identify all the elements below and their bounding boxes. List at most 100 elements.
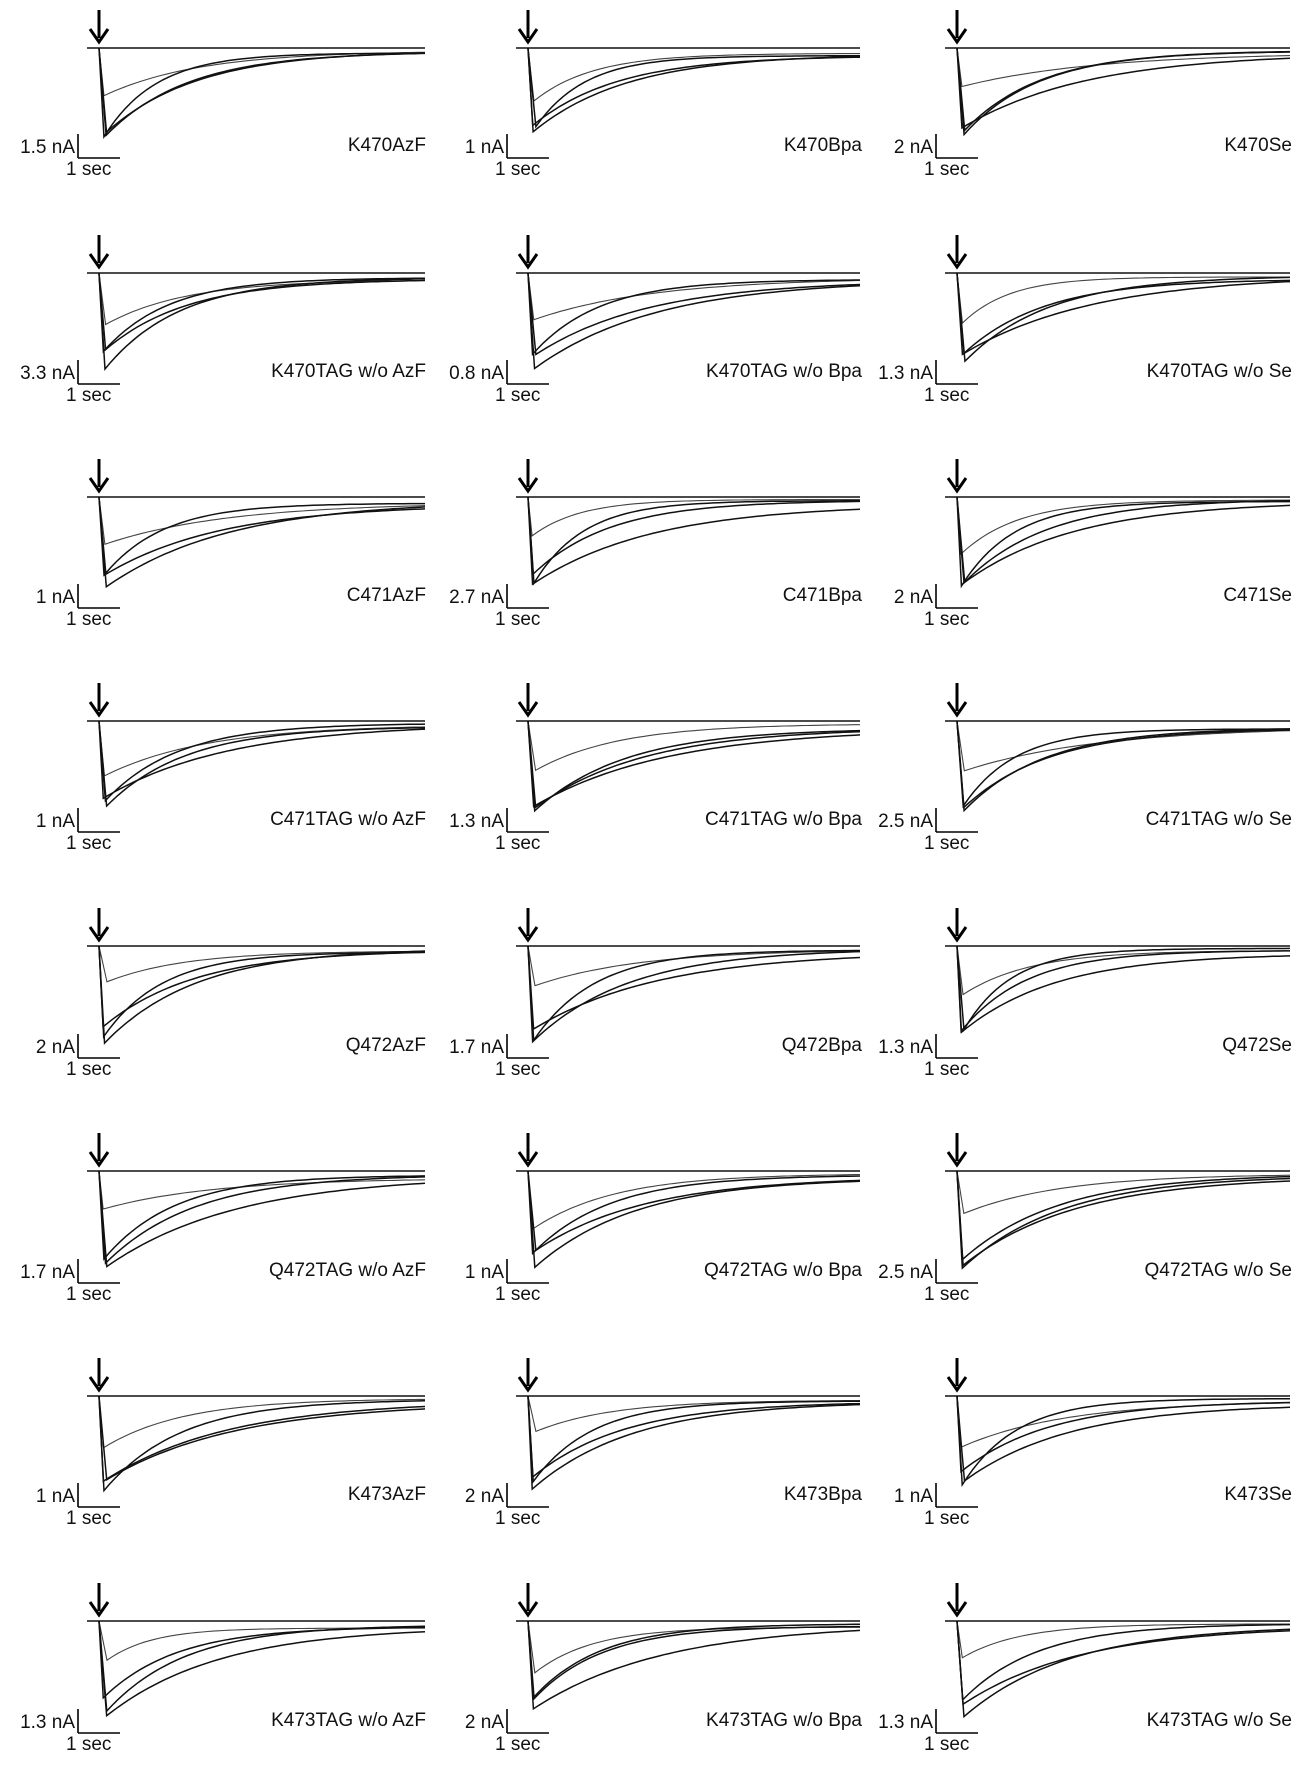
current-trace xyxy=(527,47,860,102)
current-trace xyxy=(956,1395,1291,1483)
scale-bar xyxy=(77,808,120,833)
current-trace xyxy=(98,47,425,140)
current-trace xyxy=(956,1170,1291,1262)
mutant-label: Q472Se xyxy=(1222,1035,1292,1056)
panel-k470se xyxy=(935,10,1291,159)
current-trace xyxy=(98,47,426,134)
scale-bar xyxy=(506,584,549,609)
mutant-label: C471TAG w/o Se xyxy=(1145,809,1292,830)
mutant-label: C471AzF xyxy=(346,585,426,606)
current-trace xyxy=(98,1395,425,1449)
panel-q472azf xyxy=(77,908,426,1059)
application-arrow-icon xyxy=(88,1358,110,1393)
application-arrow-icon xyxy=(88,908,110,943)
mutant-label: Q472AzF xyxy=(345,1035,426,1056)
current-trace xyxy=(98,1170,426,1265)
panel-q472tag-w-o-bpa xyxy=(506,1133,861,1284)
mutant-label: C471TAG w/o Bpa xyxy=(704,809,862,830)
current-trace xyxy=(956,720,1291,809)
mutant-label: K470AzF xyxy=(347,135,426,156)
current-trace xyxy=(956,496,1291,584)
panel-q472bpa xyxy=(506,908,861,1059)
current-scale-label: 1 nA xyxy=(893,1486,933,1507)
current-trace xyxy=(98,720,426,803)
application-arrow-icon xyxy=(517,235,539,270)
panel-k473tag-w-o-se xyxy=(935,1583,1291,1734)
current-trace xyxy=(527,720,861,813)
application-arrow-icon xyxy=(517,1133,539,1168)
scale-bar xyxy=(935,1709,978,1734)
application-arrow-icon xyxy=(946,10,968,45)
current-trace xyxy=(98,272,426,354)
application-arrow-icon xyxy=(946,1133,968,1168)
current-scale-label: 2 nA xyxy=(464,1712,504,1733)
current-trace xyxy=(527,945,861,1044)
time-scale-label: 1 sec xyxy=(66,159,112,180)
time-scale-label: 1 sec xyxy=(924,1734,970,1755)
current-trace xyxy=(956,720,1290,809)
current-trace xyxy=(956,945,1290,1034)
current-scale-label: 2 nA xyxy=(893,587,933,608)
current-scale-label: 2 nA xyxy=(464,1486,504,1507)
current-trace xyxy=(527,945,861,1031)
current-scale-label: 1.3 nA xyxy=(449,811,504,832)
current-trace xyxy=(527,47,860,129)
current-trace xyxy=(98,1620,426,1718)
mutant-label: K470TAG w/o Se xyxy=(1146,361,1292,382)
application-arrow-icon xyxy=(88,459,110,494)
scale-bar xyxy=(506,1259,549,1284)
scale-bar xyxy=(77,360,120,385)
current-scale-label: 2.5 nA xyxy=(878,1262,933,1283)
current-trace xyxy=(956,47,1291,88)
current-trace xyxy=(956,496,1291,585)
current-trace xyxy=(527,272,861,370)
current-trace xyxy=(527,1620,860,1701)
mutant-label: Q472TAG w/o Se xyxy=(1144,1260,1293,1281)
panel-k473tag-w-o-azf xyxy=(77,1583,426,1734)
current-trace xyxy=(956,945,1291,1034)
current-trace xyxy=(527,1170,861,1252)
panel-c471tag-w-o-se xyxy=(935,683,1291,833)
current-trace xyxy=(527,496,860,537)
current-trace xyxy=(527,1395,861,1491)
mutant-label: K470TAG w/o Bpa xyxy=(706,361,862,382)
current-scale-label: 1 nA xyxy=(464,1262,504,1283)
current-trace xyxy=(956,1170,1291,1267)
current-trace xyxy=(98,496,426,577)
mutant-label: Q472TAG w/o AzF xyxy=(269,1260,426,1281)
current-trace xyxy=(98,496,426,589)
mutant-label: K473AzF xyxy=(347,1484,426,1505)
current-trace xyxy=(527,1170,861,1269)
current-scale-label: 1.7 nA xyxy=(20,1262,75,1283)
scale-bar xyxy=(506,134,549,159)
time-scale-label: 1 sec xyxy=(495,1734,541,1755)
application-arrow-icon xyxy=(517,908,539,943)
time-scale-label: 1 sec xyxy=(495,609,541,630)
current-trace xyxy=(98,1395,426,1483)
current-scale-label: 1.7 nA xyxy=(449,1037,504,1058)
current-trace xyxy=(956,272,1291,363)
application-arrow-icon xyxy=(946,1583,968,1618)
time-scale-label: 1 sec xyxy=(495,833,541,854)
panel-k473azf xyxy=(77,1358,426,1508)
panel-k470tag-w-o-bpa xyxy=(506,235,861,385)
current-trace xyxy=(527,720,861,808)
current-trace xyxy=(527,496,861,586)
mutant-label: K473TAG w/o Se xyxy=(1146,1710,1292,1731)
panel-c471se xyxy=(935,459,1291,609)
current-trace xyxy=(956,1395,1291,1474)
time-scale-label: 1 sec xyxy=(66,609,112,630)
mutant-label: K473TAG w/o AzF xyxy=(271,1710,426,1731)
time-scale-label: 1 sec xyxy=(66,1508,112,1529)
application-arrow-icon xyxy=(88,1133,110,1168)
current-trace xyxy=(527,496,861,576)
mutant-label: K470Bpa xyxy=(783,135,862,156)
time-scale-label: 1 sec xyxy=(495,385,541,406)
mutant-label: Q472Bpa xyxy=(781,1035,862,1056)
mutant-label: C471Bpa xyxy=(782,585,862,606)
application-arrow-icon xyxy=(517,10,539,45)
current-trace xyxy=(956,496,1290,556)
current-trace xyxy=(956,1620,1291,1706)
